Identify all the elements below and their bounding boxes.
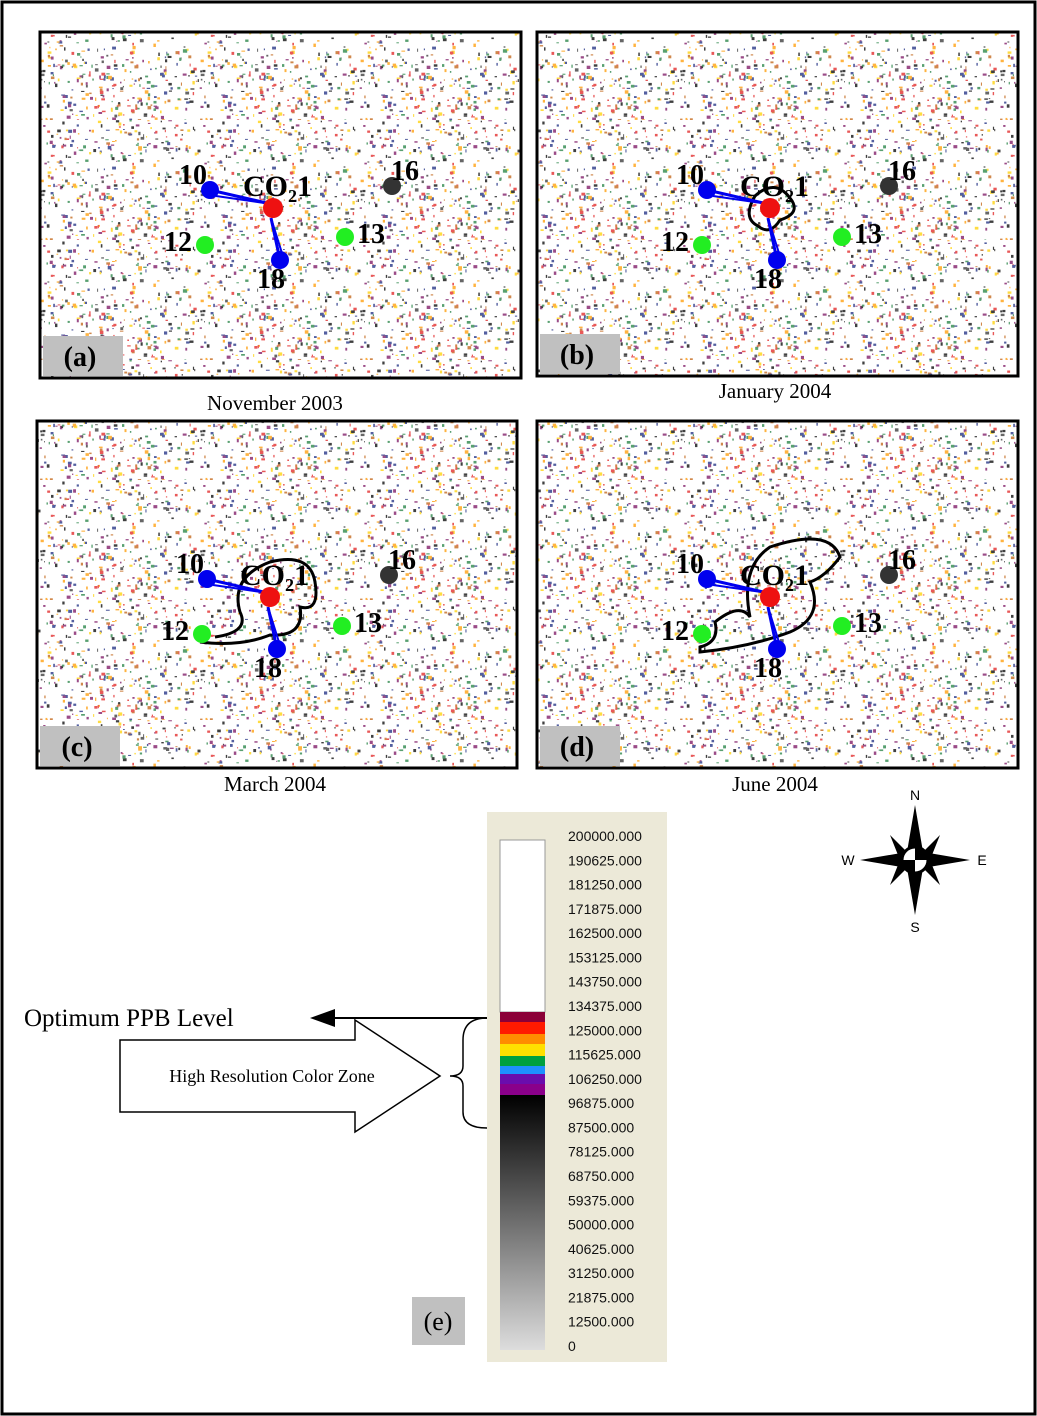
panel-letter: (b): [560, 340, 594, 371]
color-band: [500, 1056, 545, 1066]
injector-sub: 2: [785, 186, 794, 206]
scale-label: 143750.000: [568, 974, 642, 990]
scale-label: 171875.000: [568, 901, 642, 917]
figure: 1012131618CO21(a)November 20031012131618…: [0, 0, 1037, 1416]
well-label: 12: [661, 616, 689, 647]
well-label: 13: [854, 219, 882, 250]
scale-label: 115625.000: [568, 1047, 641, 1063]
scale-label: 0: [568, 1338, 576, 1354]
panel-letter: (c): [61, 732, 92, 763]
well-label: 18: [254, 653, 282, 684]
well-marker: [193, 625, 211, 643]
well-label: 13: [354, 608, 382, 639]
compass-w: W: [841, 852, 855, 868]
well-marker: [336, 228, 354, 246]
injector-text: CO: [243, 170, 288, 203]
panel-letter: (e): [424, 1307, 453, 1336]
injector-num: 1: [297, 170, 312, 203]
well-marker: [196, 236, 214, 254]
injector-num: 1: [294, 559, 309, 592]
scale-label: 59375.000: [568, 1192, 634, 1208]
legend: 200000.000 190625.000 181250.000 171875.000…: [24, 812, 667, 1362]
compass-e: E: [977, 852, 986, 868]
panel-date: January 2004: [719, 379, 832, 403]
well-label: 12: [161, 616, 189, 647]
compass: N S W E: [841, 787, 986, 935]
well-label: 12: [164, 227, 192, 258]
color-band: [500, 1034, 545, 1044]
well-label: 18: [754, 653, 782, 684]
well-label: 18: [257, 264, 285, 295]
scale-label: 106250.000: [568, 1071, 642, 1087]
injector-text: CO: [240, 559, 285, 592]
injector-num: 1: [794, 559, 809, 592]
injector-text: CO: [740, 559, 785, 592]
injector-label: CO21: [740, 170, 809, 206]
well-label: 16: [888, 545, 916, 576]
scale-label: 96875.000: [568, 1095, 634, 1111]
scale-label: 31250.000: [568, 1265, 634, 1281]
well-label: 10: [676, 549, 704, 580]
scale-label: 181250.000: [568, 877, 642, 893]
well-label: 10: [179, 160, 207, 191]
well-marker: [833, 617, 851, 635]
scale-label: 50000.000: [568, 1217, 634, 1233]
well-label: 16: [888, 156, 916, 187]
injector-sub: 2: [785, 575, 794, 595]
scale-label: 153125.000: [568, 949, 642, 965]
color-band: [500, 1084, 545, 1095]
panel-letter: (a): [64, 342, 97, 373]
well-label: 10: [176, 549, 204, 580]
scale-label: 21875.000: [568, 1289, 634, 1305]
panel-date: March 2004: [224, 772, 327, 796]
scale-label: 162500.000: [568, 925, 642, 941]
well-label: 16: [388, 545, 416, 576]
color-band: [500, 1022, 545, 1034]
well-marker: [693, 625, 711, 643]
well-marker: [693, 236, 711, 254]
scale-label: 40625.000: [568, 1241, 634, 1257]
color-band: [500, 1044, 545, 1056]
optimum-label: Optimum PPB Level: [24, 1005, 234, 1032]
well-marker: [333, 617, 351, 635]
color-band: [500, 1074, 545, 1084]
well-marker: [833, 228, 851, 246]
well-label: 18: [754, 264, 782, 295]
color-band: [500, 1066, 545, 1074]
panel-date: June 2004: [732, 772, 818, 796]
scale-label: 134375.000: [568, 998, 642, 1014]
scale-label: 78125.000: [568, 1144, 634, 1160]
scale-label: 125000.000: [568, 1022, 642, 1038]
panel-letter: (d): [560, 732, 594, 763]
injector-sub: 2: [288, 186, 297, 206]
scale-label: 200000.000: [568, 828, 642, 844]
scale-label: 87500.000: [568, 1119, 634, 1135]
injector-label: CO21: [240, 559, 309, 595]
well-label: 13: [357, 219, 385, 250]
injector-label: CO21: [740, 559, 809, 595]
injector-label: CO21: [243, 170, 312, 206]
panel-date: November 2003: [207, 391, 343, 415]
brace: [450, 1018, 487, 1128]
color-bar-grey: [500, 1095, 545, 1350]
color-bar-white: [500, 840, 545, 1012]
zone-label: High Resolution Color Zone: [169, 1066, 375, 1086]
arrowhead: [310, 1009, 335, 1027]
injector-sub: 2: [285, 575, 294, 595]
scale-label: 68750.000: [568, 1168, 634, 1184]
compass-n: N: [910, 787, 920, 803]
well-label: 13: [854, 608, 882, 639]
injector-num: 1: [794, 170, 809, 203]
color-band: [500, 1012, 545, 1022]
injector-text: CO: [740, 170, 785, 203]
scale-label: 190625.000: [568, 852, 642, 868]
well-label: 16: [391, 156, 419, 187]
scale-label: 12500.000: [568, 1314, 634, 1330]
well-label: 10: [676, 160, 704, 191]
well-label: 12: [661, 227, 689, 258]
compass-s: S: [910, 919, 919, 935]
